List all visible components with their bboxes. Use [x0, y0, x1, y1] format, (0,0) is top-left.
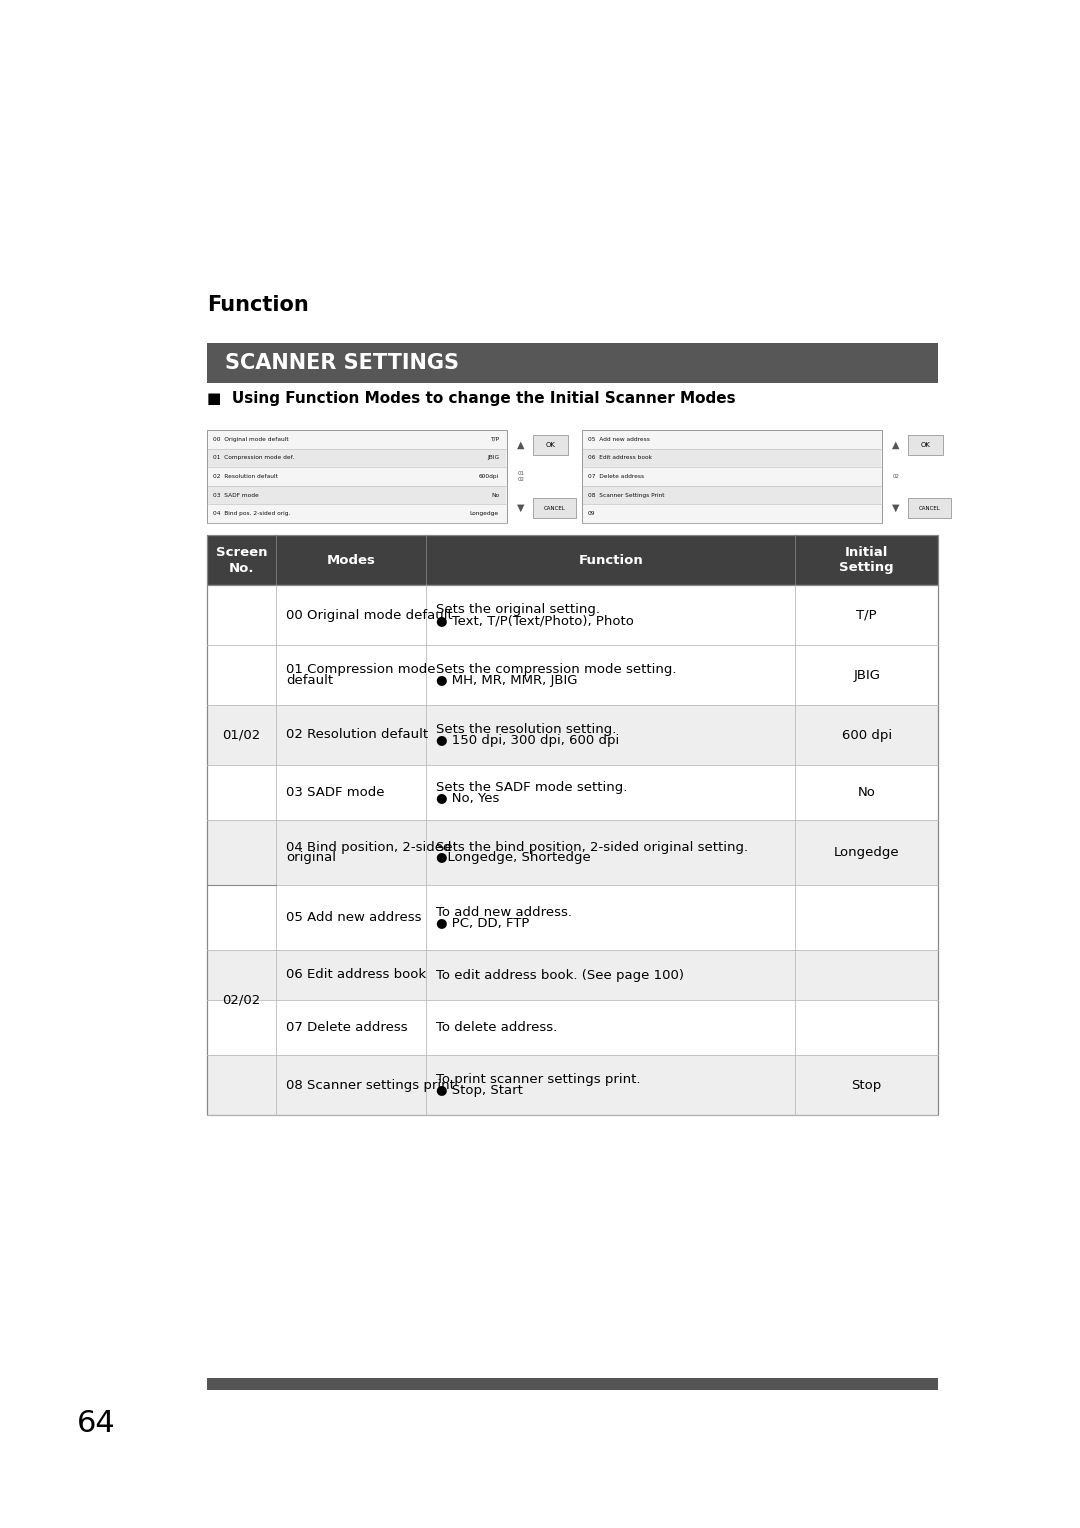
Text: Sets the original setting.: Sets the original setting. [436, 604, 600, 616]
Bar [207, 950, 939, 999]
Text: Sets the SADF mode setting.: Sets the SADF mode setting. [436, 781, 627, 793]
Bar [207, 999, 939, 1054]
Text: To edit address book. (See page 100): To edit address book. (See page 100) [436, 969, 685, 981]
Text: original: original [286, 851, 337, 865]
Bar [208, 449, 507, 468]
Text: JBIG: JBIG [487, 455, 499, 460]
Text: default: default [286, 674, 334, 688]
Text: 01/02: 01/02 [222, 729, 261, 741]
Text: 01  Compression mode def.: 01 Compression mode def. [213, 455, 294, 460]
Text: CANCEL: CANCEL [543, 506, 565, 510]
Text: 02/02: 02/02 [222, 993, 261, 1007]
Text: 00  Original mode default: 00 Original mode default [213, 437, 288, 442]
Text: 03 SADF mode: 03 SADF mode [286, 785, 384, 799]
Bar [207, 704, 939, 766]
Bar [207, 885, 939, 950]
Text: 02 Resolution default: 02 Resolution default [286, 729, 429, 741]
Text: ● 150 dpi, 300 dpi, 600 dpi: ● 150 dpi, 300 dpi, 600 dpi [436, 733, 620, 747]
Text: 01
02: 01 02 [517, 471, 525, 481]
Text: OK: OK [545, 442, 555, 448]
Text: ■  Using Function Modes to change the Initial Scanner Modes: ■ Using Function Modes to change the Ini… [207, 391, 735, 406]
Text: 07  Delete address: 07 Delete address [588, 474, 644, 478]
Bar [207, 766, 939, 821]
Bar [207, 535, 939, 585]
Text: 09: 09 [588, 512, 595, 516]
Text: ▲: ▲ [517, 440, 525, 451]
Bar [908, 435, 943, 455]
Bar [583, 449, 881, 468]
Bar [908, 498, 951, 518]
Bar [208, 486, 507, 504]
Text: No: No [491, 492, 499, 498]
Text: Function: Function [579, 553, 644, 567]
Text: To delete address.: To delete address. [436, 1021, 557, 1034]
Text: 07 Delete address: 07 Delete address [286, 1021, 408, 1034]
Text: T/P: T/P [490, 437, 499, 442]
Text: Stop: Stop [852, 1079, 882, 1091]
Bar [582, 429, 882, 523]
Text: 08 Scanner settings print: 08 Scanner settings print [286, 1079, 456, 1091]
Text: 08  Scanner Settings Print: 08 Scanner Settings Print [588, 492, 664, 498]
Bar [207, 1378, 939, 1390]
Text: Initial
Setting: Initial Setting [839, 545, 894, 575]
Text: 600dpi: 600dpi [478, 474, 499, 478]
Text: Sets the compression mode setting.: Sets the compression mode setting. [436, 663, 677, 675]
Text: OK: OK [920, 442, 931, 448]
Text: Screen
No.: Screen No. [216, 545, 268, 575]
Text: ●Longedge, Shortedge: ●Longedge, Shortedge [436, 851, 591, 865]
Text: 04  Bind pos. 2-sided orig.: 04 Bind pos. 2-sided orig. [213, 512, 291, 516]
Text: 00 Original mode default: 00 Original mode default [286, 608, 454, 622]
Text: 01 Compression mode: 01 Compression mode [286, 663, 436, 675]
Text: Sets the resolution setting.: Sets the resolution setting. [436, 723, 617, 736]
Text: 06  Edit address book: 06 Edit address book [588, 455, 652, 460]
Text: 600 dpi: 600 dpi [841, 729, 892, 741]
Text: 05  Add new address: 05 Add new address [588, 437, 650, 442]
Text: Longedge: Longedge [470, 512, 499, 516]
Bar [534, 498, 576, 518]
Text: 02  Resolution default: 02 Resolution default [213, 474, 278, 478]
Text: 64: 64 [77, 1409, 116, 1438]
Bar [207, 821, 939, 885]
Text: ● MH, MR, MMR, JBIG: ● MH, MR, MMR, JBIG [436, 674, 578, 688]
Text: Longedge: Longedge [834, 847, 900, 859]
Text: 02: 02 [892, 474, 900, 478]
Text: ● Stop, Start: ● Stop, Start [436, 1083, 523, 1097]
Text: ● No, Yes: ● No, Yes [436, 792, 500, 805]
Text: To print scanner settings print.: To print scanner settings print. [436, 1073, 640, 1086]
Text: ▼: ▼ [517, 503, 525, 513]
Bar [207, 585, 939, 645]
Text: 04 Bind position, 2-sided: 04 Bind position, 2-sided [286, 840, 451, 854]
Bar [207, 535, 939, 585]
Text: ▼: ▼ [892, 503, 900, 513]
Bar [207, 342, 939, 384]
Text: Function: Function [207, 295, 309, 315]
Text: Sets the bind position, 2-sided original setting.: Sets the bind position, 2-sided original… [436, 840, 748, 854]
Text: 03  SADF mode: 03 SADF mode [213, 492, 259, 498]
Bar [583, 486, 881, 504]
Text: 05 Add new address: 05 Add new address [286, 911, 422, 924]
Bar [207, 585, 939, 1115]
Bar [534, 435, 568, 455]
Text: 06 Edit address book: 06 Edit address book [286, 969, 427, 981]
Text: Modes: Modes [327, 553, 376, 567]
Text: ● Text, T/P(Text/Photo), Photo: ● Text, T/P(Text/Photo), Photo [436, 614, 634, 626]
Text: ● PC, DD, FTP: ● PC, DD, FTP [436, 917, 529, 929]
Text: No: No [858, 785, 876, 799]
Text: JBIG: JBIG [853, 669, 880, 681]
Text: ▲: ▲ [892, 440, 900, 451]
Bar [207, 429, 507, 523]
Bar [207, 645, 939, 704]
Text: T/P: T/P [856, 608, 877, 622]
Text: SCANNER SETTINGS: SCANNER SETTINGS [225, 353, 459, 373]
Bar [207, 1054, 939, 1115]
Text: CANCEL: CANCEL [919, 506, 941, 510]
Text: To add new address.: To add new address. [436, 906, 572, 918]
